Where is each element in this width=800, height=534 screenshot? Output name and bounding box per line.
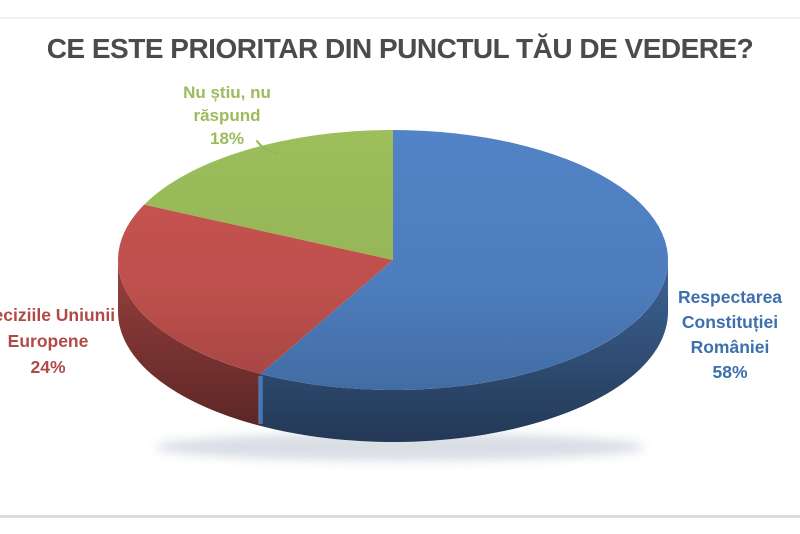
label-line: răspund — [193, 106, 261, 125]
label-leader-line — [256, 140, 278, 154]
label-value: 24% — [30, 357, 66, 377]
pie-shadow — [155, 433, 645, 461]
label-line: Europene — [7, 331, 89, 351]
pie-slice-wall — [260, 260, 668, 442]
label-line: României — [690, 337, 770, 357]
label-value: 58% — [712, 362, 748, 382]
label-line: Nu știu, nu — [183, 83, 271, 102]
slice-label-nu-stiu: Nu știu, nu răspund 18% — [147, 81, 307, 150]
label-line: Deciziile Uniunii — [0, 305, 116, 325]
bottom-divider-line — [0, 515, 800, 518]
pie-slice-wall — [118, 260, 261, 426]
top-hairline — [0, 17, 800, 19]
pie-slice-top — [260, 130, 669, 390]
label-line: Respectarea — [677, 287, 783, 307]
page-title: CE ESTE PRIORITAR DIN PUNCTUL TĂU DE VED… — [46, 33, 754, 64]
slice-label-deciziile: Deciziile Uniunii Europene 24% — [0, 302, 148, 380]
label-line: Constituției — [681, 312, 779, 332]
label-value: 18% — [209, 129, 245, 148]
slice-label-respectarea: Respectarea Constituției României 58% — [650, 285, 800, 385]
pie-slice-top — [118, 204, 394, 374]
pie-slice-top — [144, 130, 393, 260]
